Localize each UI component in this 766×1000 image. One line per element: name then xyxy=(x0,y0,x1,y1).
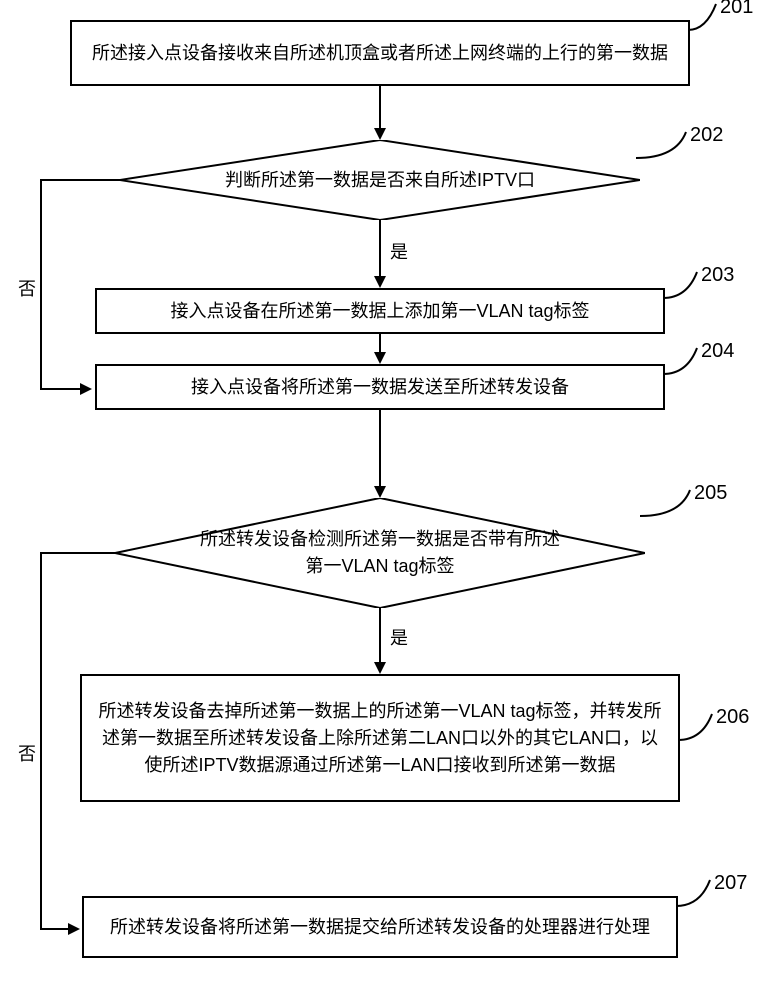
edge-205-207-no-h xyxy=(40,552,115,554)
edge-202-203-label: 是 xyxy=(388,238,410,264)
edge-202-204-no-label: 否 xyxy=(16,275,38,301)
callout-206: 206 xyxy=(678,712,748,747)
callout-201-label: 201 xyxy=(720,0,753,19)
callout-203-label: 203 xyxy=(701,264,734,287)
callout-206-label: 206 xyxy=(716,706,749,729)
edge-202-204-no-h xyxy=(40,179,120,181)
edge-201-202-head xyxy=(374,128,386,140)
decision-202: 判断所述第一数据是否来自所述IPTV口 xyxy=(120,140,640,220)
step-201-text: 所述接入点设备接收来自所述机顶盒或者所述上网终端的上行的第一数据 xyxy=(92,40,668,67)
step-204: 接入点设备将所述第一数据发送至所述转发设备 xyxy=(95,364,665,410)
edge-201-202 xyxy=(379,86,381,130)
callout-205-label: 205 xyxy=(694,482,727,505)
edge-205-207-no-label: 否 xyxy=(16,740,38,766)
decision-205-text: 所述转发设备检测所述第一数据是否带有所述第一VLAN tag标签 xyxy=(195,526,565,580)
decision-202-text: 判断所述第一数据是否来自所述IPTV口 xyxy=(225,167,535,194)
edge-205-207-no-v xyxy=(40,552,42,930)
step-203-text: 接入点设备在所述第一数据上添加第一VLAN tag标签 xyxy=(170,298,589,325)
edge-202-204-no-head xyxy=(80,383,92,395)
flowchart-container: 所述接入点设备接收来自所述机顶盒或者所述上网终端的上行的第一数据 201 判断所… xyxy=(0,0,766,1000)
edge-202-203 xyxy=(379,220,381,278)
edge-205-206-label: 是 xyxy=(388,624,410,650)
edge-202-203-head xyxy=(374,276,386,288)
callout-207: 207 xyxy=(676,878,746,913)
edge-203-204 xyxy=(379,334,381,354)
step-207-text: 所述转发设备将所述第一数据提交给所述转发设备的处理器进行处理 xyxy=(110,914,650,941)
callout-204-label: 204 xyxy=(701,340,734,363)
edge-202-204-no-v xyxy=(40,179,42,390)
edge-204-205 xyxy=(379,410,381,488)
step-201: 所述接入点设备接收来自所述机顶盒或者所述上网终端的上行的第一数据 xyxy=(70,20,690,86)
step-207: 所述转发设备将所述第一数据提交给所述转发设备的处理器进行处理 xyxy=(82,896,678,958)
edge-205-206 xyxy=(379,608,381,664)
callout-203: 203 xyxy=(663,270,733,305)
callout-205: 205 xyxy=(640,488,720,523)
callout-201: 201 xyxy=(688,2,748,37)
decision-205: 所述转发设备检测所述第一数据是否带有所述第一VLAN tag标签 xyxy=(115,498,645,608)
step-203: 接入点设备在所述第一数据上添加第一VLAN tag标签 xyxy=(95,288,665,334)
edge-204-205-head xyxy=(374,486,386,498)
step-206: 所述转发设备去掉所述第一数据上的所述第一VLAN tag标签，并转发所述第一数据… xyxy=(80,674,680,802)
edge-202-204-no-h2 xyxy=(40,388,82,390)
edge-205-207-no-h2 xyxy=(40,928,70,930)
step-206-text: 所述转发设备去掉所述第一数据上的所述第一VLAN tag标签，并转发所述第一数据… xyxy=(94,698,666,779)
callout-204: 204 xyxy=(663,346,733,381)
callout-207-label: 207 xyxy=(714,872,747,895)
step-204-text: 接入点设备将所述第一数据发送至所述转发设备 xyxy=(191,374,569,401)
edge-205-207-no-head xyxy=(68,923,80,935)
callout-202-label: 202 xyxy=(690,124,723,147)
edge-205-206-head xyxy=(374,662,386,674)
edge-203-204-head xyxy=(374,352,386,364)
callout-202: 202 xyxy=(636,130,716,165)
